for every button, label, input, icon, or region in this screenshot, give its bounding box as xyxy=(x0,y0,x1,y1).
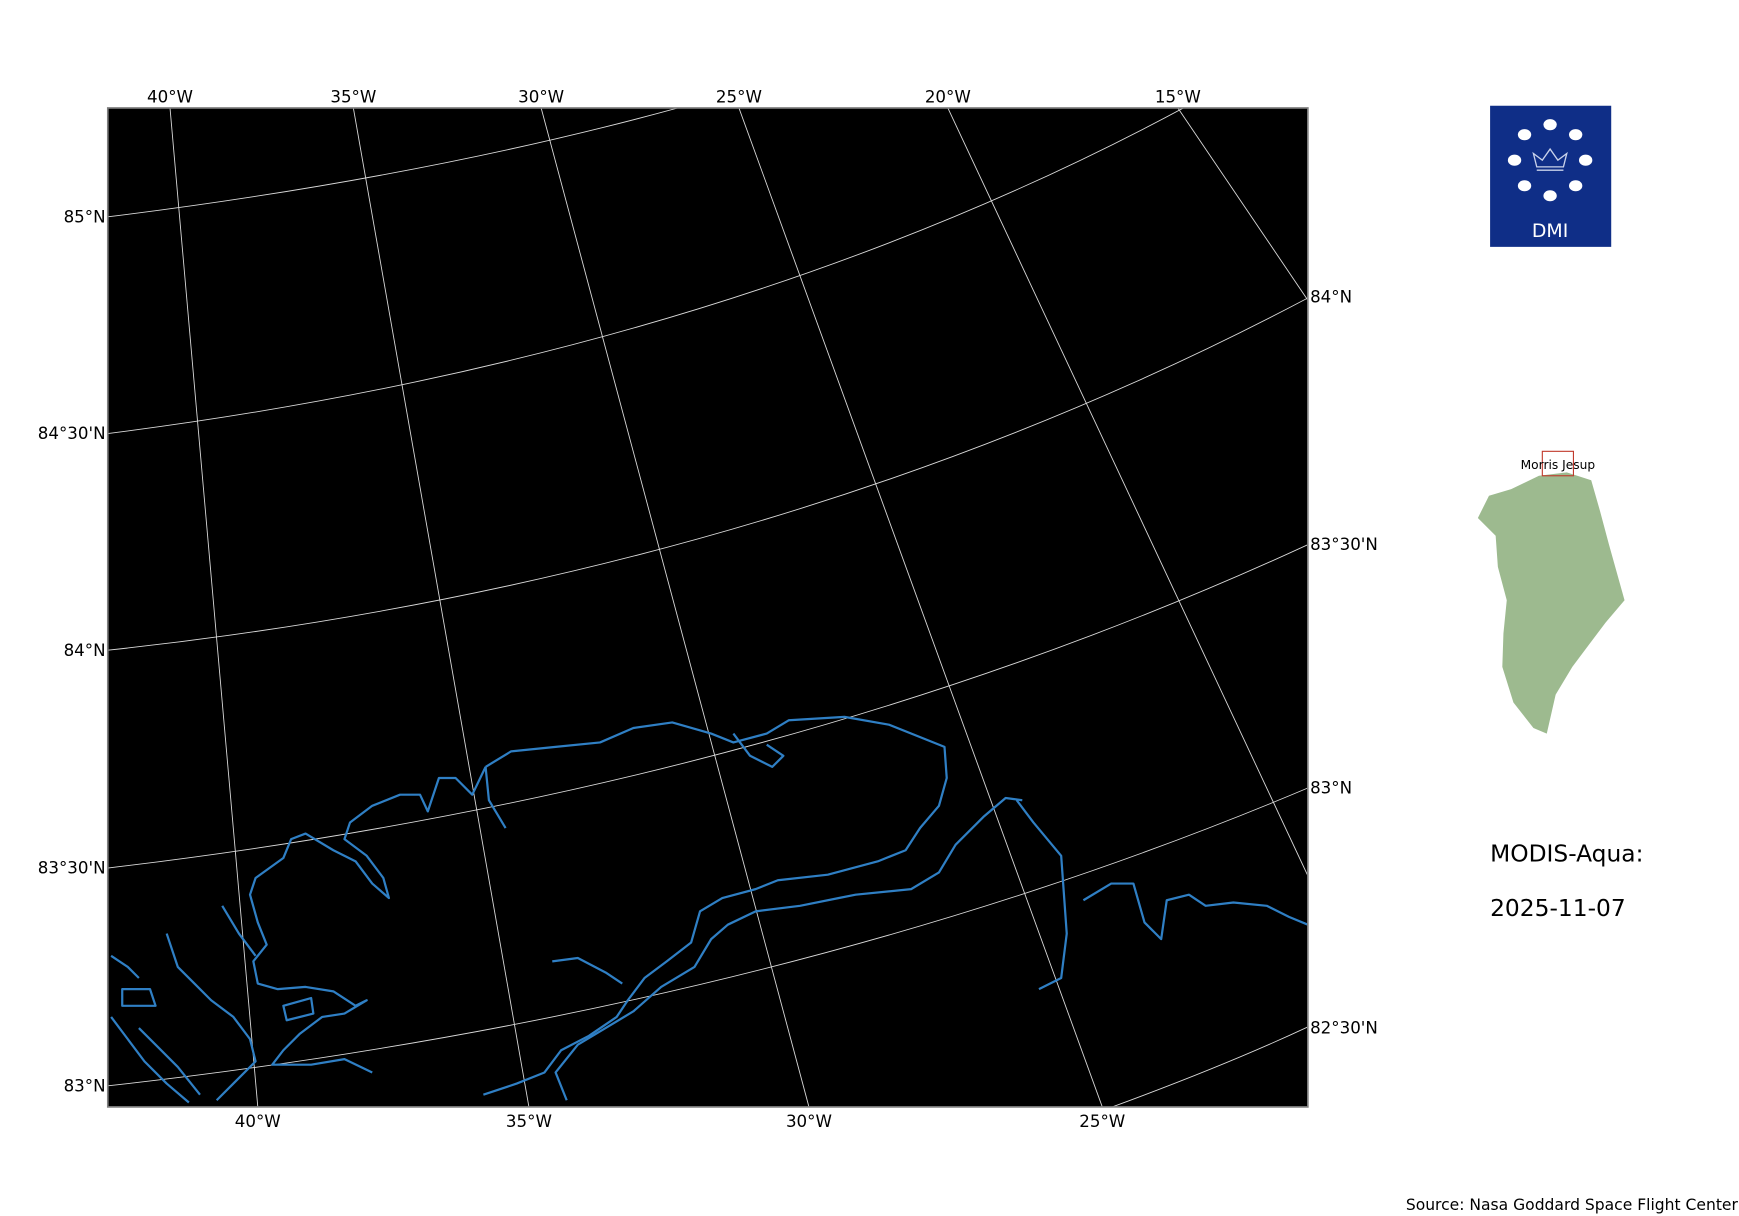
lon-label: 30°W xyxy=(786,1112,832,1131)
lat-label: 83°N xyxy=(64,1076,106,1095)
logo-dots xyxy=(1507,119,1593,202)
logo-text: DMI xyxy=(1532,220,1568,242)
right-lat-labels: 84°N 83°30'N 83°N 82°30'N xyxy=(1310,287,1378,1037)
lon-label: 40°W xyxy=(235,1112,281,1131)
graticule xyxy=(107,107,1308,1107)
meridian-25w xyxy=(738,107,1103,1107)
lon-label: 40°W xyxy=(147,87,193,106)
lat-label: 83°N xyxy=(1310,779,1352,798)
parallel-85n xyxy=(107,107,678,218)
lat-label: 83°30'N xyxy=(38,859,106,878)
meridian-15w xyxy=(1177,107,1308,301)
parallel-83n xyxy=(107,787,1308,1087)
map-background xyxy=(107,107,1308,1107)
meridian-35w xyxy=(352,107,530,1107)
lon-label: 25°W xyxy=(716,87,762,106)
date-label: 2025-11-07 xyxy=(1490,894,1626,922)
meridian-30w xyxy=(540,107,810,1107)
crown-icon xyxy=(1532,147,1568,171)
bottom-lon-labels: 40°W 35°W 30°W 25°W xyxy=(235,1112,1125,1131)
region-box xyxy=(1541,450,1574,477)
lon-label: 35°W xyxy=(506,1112,552,1131)
greenland-shape xyxy=(1477,472,1625,734)
lon-label: 20°W xyxy=(925,87,971,106)
sensor-label: MODIS-Aqua: xyxy=(1490,839,1643,867)
lat-label: 84°N xyxy=(64,641,106,660)
coastline xyxy=(110,715,1308,1104)
left-lat-labels: 85°N 84°30'N 84°N 83°30'N 83°N xyxy=(38,207,106,1095)
parallel-84n xyxy=(107,297,1308,651)
main-map: 40°W 35°W 30°W 25°W 20°W 15°W 40°W 35°W … xyxy=(38,87,1378,1131)
lat-label: 85°N xyxy=(64,207,106,226)
lon-label: 35°W xyxy=(330,87,376,106)
dmi-logo: DMI xyxy=(1490,105,1612,247)
source-credit: Source: Nasa Goddard Space Flight Center xyxy=(1406,1196,1739,1214)
lat-label: 84°30'N xyxy=(38,424,106,443)
parallel-82-30n xyxy=(1110,1026,1308,1107)
lon-label: 25°W xyxy=(1079,1112,1125,1131)
lon-label: 30°W xyxy=(518,87,564,106)
parallel-84-30n xyxy=(107,107,1184,434)
inset-label: Morris Jesup xyxy=(1521,458,1596,472)
map-frame xyxy=(106,107,1309,1108)
top-lon-labels: 40°W 35°W 30°W 25°W 20°W 15°W xyxy=(147,87,1201,106)
lat-label: 84°N xyxy=(1310,287,1352,306)
lon-label: 15°W xyxy=(1155,87,1201,106)
meridian-20w xyxy=(947,107,1308,876)
lat-label: 83°30'N xyxy=(1310,535,1378,554)
inset-map: Morris Jesup xyxy=(1477,450,1625,734)
lat-label: 82°30'N xyxy=(1310,1019,1378,1038)
